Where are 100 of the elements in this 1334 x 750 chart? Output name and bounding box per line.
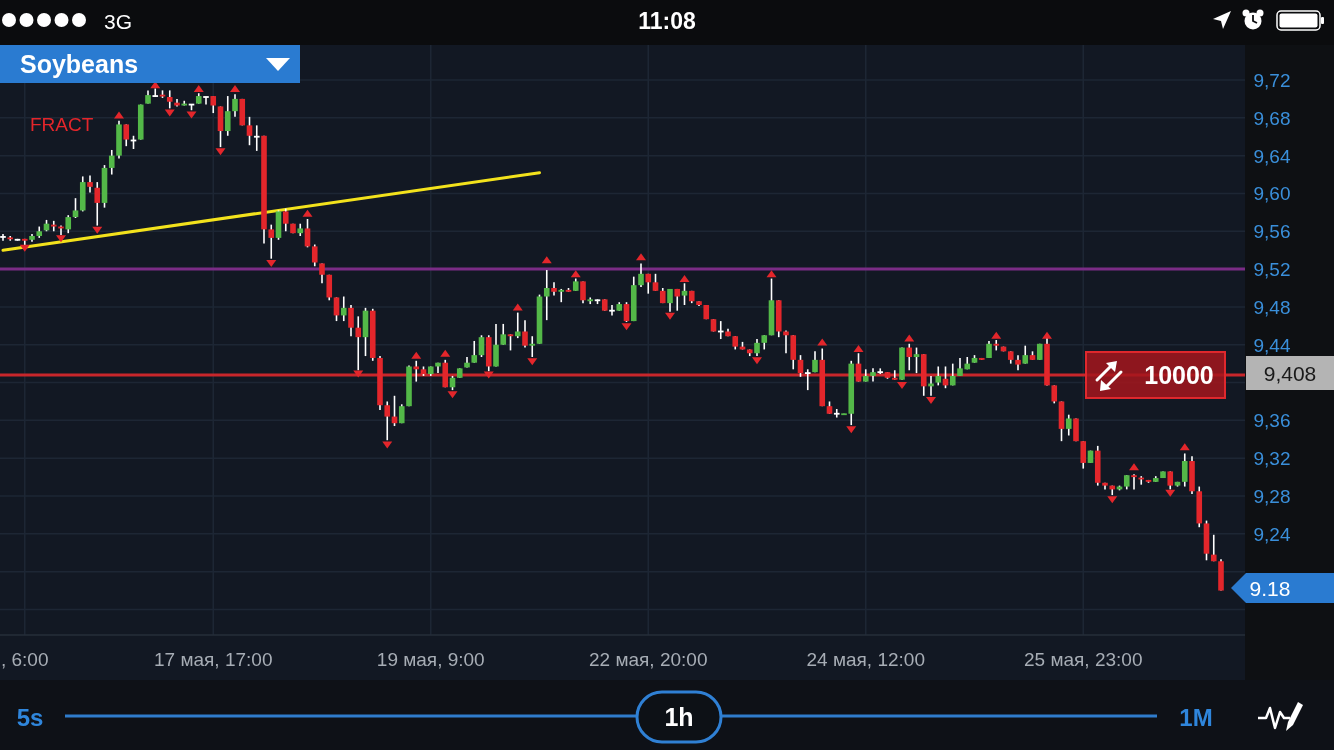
point [411, 351, 422, 359]
x-tick-label: 24 мая, 12:00 [806, 648, 925, 670]
point [1129, 463, 1139, 471]
point [302, 209, 313, 217]
point [1165, 489, 1176, 497]
text: 11:08 [638, 8, 696, 34]
y-tick-label: 9,24 [1253, 523, 1291, 545]
candlestick [224, 95, 231, 137]
text: 1h [664, 703, 694, 731]
candlestick [282, 207, 289, 233]
point [846, 426, 857, 434]
x-tick-label: 17 мая, 17:00 [154, 648, 273, 670]
y-tick-label: 9,48 [1253, 296, 1291, 318]
candlestick [928, 375, 934, 397]
candlestick [0, 233, 6, 242]
text: 1M [1179, 703, 1213, 731]
y-tick-label: 9,28 [1253, 485, 1291, 507]
point [447, 391, 458, 399]
x-tick-label: 19 мая, 9:00 [376, 648, 485, 670]
candlestick [87, 174, 93, 194]
y-tick-label: 9,32 [1253, 447, 1291, 469]
y-tick-label: 9,52 [1253, 258, 1291, 280]
chart-title: Soybeans [20, 50, 139, 78]
candlestick [253, 124, 260, 152]
candlestick [580, 280, 586, 304]
point [230, 84, 240, 92]
point [904, 334, 915, 342]
text: 9.18 [1249, 576, 1291, 600]
point [1179, 443, 1190, 451]
candlestick [1080, 440, 1087, 470]
candlestick [551, 281, 557, 297]
x-tick-label: , 6:00 [0, 648, 49, 670]
candlestick [319, 262, 325, 285]
point [193, 84, 204, 92]
candlestick [906, 342, 913, 372]
candlestick [833, 408, 840, 419]
candlestick [493, 323, 499, 368]
y-tick-label: 9,56 [1253, 220, 1291, 242]
text: 5s [16, 703, 44, 731]
point [56, 235, 66, 243]
y-tick-label: 9,68 [1253, 107, 1291, 129]
candlestick [326, 273, 333, 302]
point [926, 397, 936, 405]
candlestick [108, 149, 115, 176]
candlestick [558, 288, 565, 303]
point [1042, 331, 1052, 339]
point [679, 275, 690, 283]
point [186, 111, 197, 119]
point [440, 349, 451, 357]
candlestick [543, 269, 550, 321]
candlestick [203, 96, 209, 106]
candlestick [1210, 533, 1217, 563]
candlestick [891, 369, 898, 381]
candlestick [72, 197, 79, 219]
text: 9,408 [1263, 361, 1317, 385]
series-label: FRACT [30, 113, 94, 135]
y-tick-label: 9,72 [1253, 69, 1291, 91]
text: 3G [104, 9, 133, 33]
point [665, 312, 675, 320]
point [636, 253, 646, 261]
candlestick [123, 123, 130, 147]
candlestick [522, 319, 528, 349]
point [991, 331, 1002, 339]
candlestick [340, 295, 347, 322]
point [1107, 496, 1118, 504]
y-tick-label: 9,64 [1253, 145, 1291, 167]
point [215, 148, 226, 156]
candlestick [935, 365, 942, 387]
point [527, 358, 538, 366]
point [92, 226, 103, 234]
point [19, 244, 30, 252]
y-tick-label: 9,44 [1253, 334, 1291, 356]
candlestick [638, 262, 644, 288]
candlestick [166, 89, 173, 110]
candlestick [514, 311, 521, 339]
candlestick [348, 304, 354, 338]
candlestick [609, 304, 615, 317]
candlestick [413, 360, 420, 383]
candlestick [587, 296, 594, 305]
point [621, 323, 632, 331]
candlestick [1131, 473, 1137, 491]
candlestick [681, 282, 688, 306]
point [853, 345, 864, 353]
candlestick [500, 323, 507, 346]
candlestick [529, 335, 536, 358]
candlestick [246, 116, 253, 147]
candlestick [804, 368, 811, 391]
candlestick [913, 346, 920, 374]
point [266, 259, 277, 267]
x-tick-label: 25 мая, 23:00 [1024, 648, 1143, 670]
point [897, 381, 907, 389]
candlestick [1065, 413, 1072, 437]
candlestick [50, 220, 57, 233]
point [570, 270, 581, 278]
point [752, 357, 762, 365]
point [483, 371, 494, 379]
y-tick-label: 9,60 [1253, 182, 1291, 204]
annotation: 10000 [1144, 360, 1214, 389]
point [382, 441, 393, 449]
point [541, 256, 552, 264]
